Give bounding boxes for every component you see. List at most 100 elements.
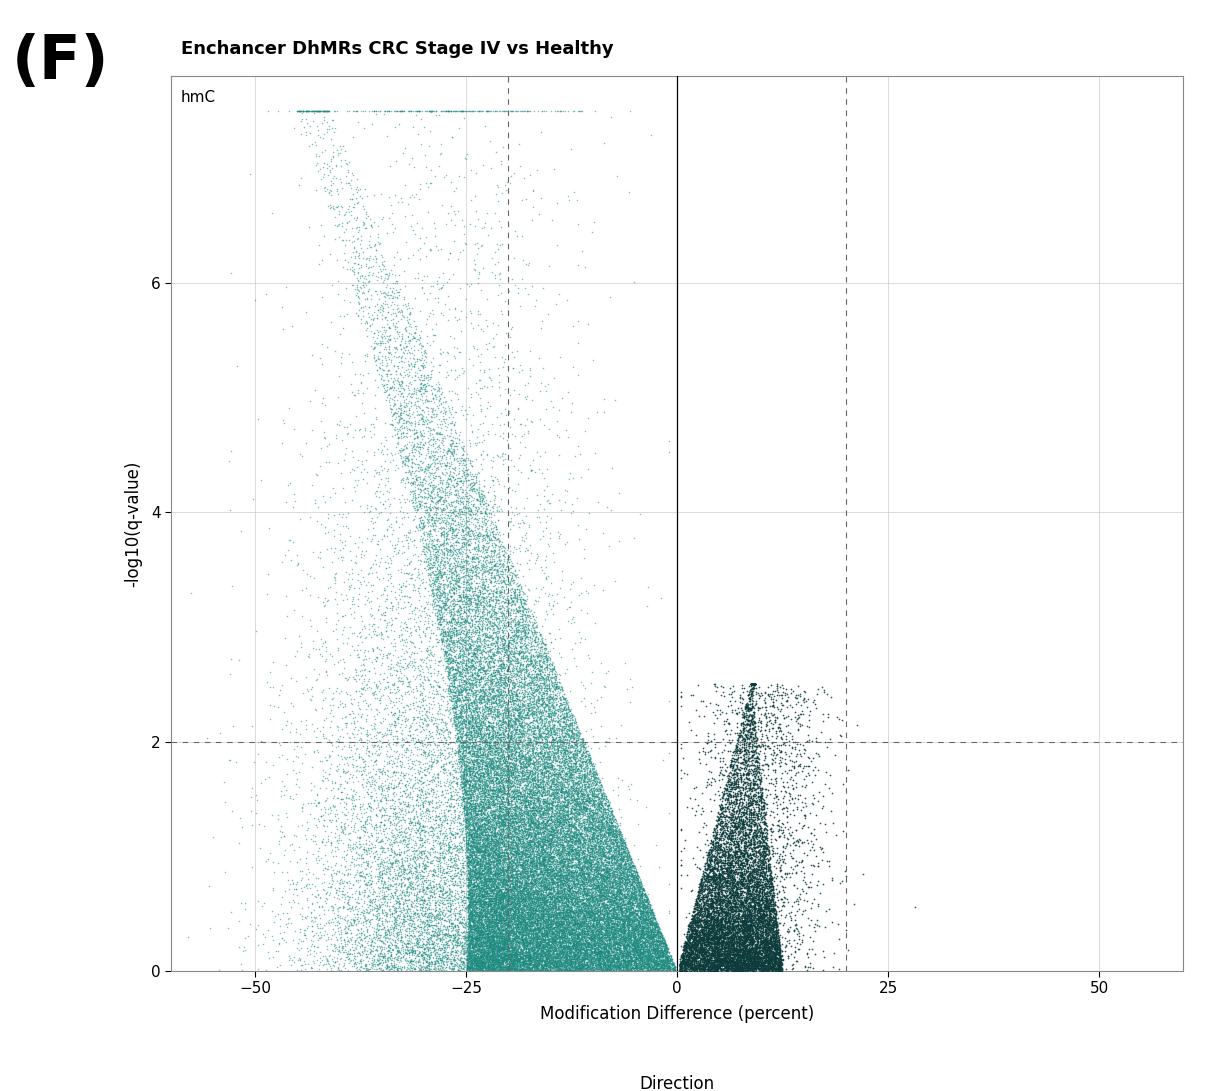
Point: [477, 759, 497, 777]
Point: [422, 723, 442, 741]
Point: [588, 933, 608, 950]
Point: [573, 882, 593, 899]
Point: [554, 839, 573, 856]
Point: [566, 892, 586, 910]
Point: [623, 937, 643, 955]
Point: [742, 795, 761, 813]
Point: [632, 891, 651, 909]
Point: [516, 899, 536, 916]
Point: [511, 616, 531, 634]
Point: [511, 679, 531, 696]
Point: [516, 925, 536, 943]
Point: [486, 753, 505, 770]
Point: [505, 861, 525, 878]
Point: [755, 698, 775, 716]
Point: [525, 768, 544, 786]
Point: [722, 823, 742, 840]
Point: [551, 961, 571, 979]
Point: [506, 958, 526, 975]
Point: [381, 960, 400, 978]
Point: [366, 784, 386, 802]
Point: [650, 925, 670, 943]
Point: [693, 949, 712, 967]
Point: [598, 910, 617, 927]
Point: [505, 587, 525, 604]
Point: [587, 926, 606, 944]
Point: [483, 947, 503, 964]
Point: [515, 514, 534, 531]
Point: [739, 864, 759, 882]
Point: [603, 955, 622, 972]
Point: [594, 816, 614, 834]
Point: [484, 266, 504, 284]
Point: [554, 735, 573, 753]
Point: [493, 758, 512, 776]
Point: [522, 894, 542, 911]
Point: [497, 902, 516, 920]
Point: [492, 764, 511, 781]
Point: [454, 652, 473, 670]
Point: [520, 908, 539, 925]
Point: [518, 868, 538, 886]
Point: [575, 850, 594, 867]
Point: [481, 909, 500, 926]
Point: [578, 788, 598, 805]
Point: [384, 834, 404, 851]
Point: [606, 959, 626, 976]
Point: [492, 667, 511, 684]
Point: [486, 856, 505, 874]
Point: [711, 813, 731, 830]
Point: [649, 935, 669, 952]
Point: [716, 903, 736, 921]
Point: [343, 935, 362, 952]
Point: [604, 885, 623, 902]
Point: [494, 745, 514, 763]
Point: [709, 887, 728, 904]
Point: [609, 951, 628, 969]
Point: [468, 886, 488, 903]
Point: [621, 918, 640, 935]
Point: [723, 879, 743, 897]
Point: [605, 832, 625, 850]
Point: [405, 473, 425, 491]
Point: [695, 891, 715, 909]
Point: [458, 561, 477, 578]
Point: [532, 808, 551, 826]
Point: [437, 509, 456, 527]
Point: [511, 811, 531, 828]
Point: [486, 843, 505, 861]
Point: [542, 807, 561, 825]
Point: [479, 914, 499, 932]
Point: [427, 571, 447, 588]
Point: [354, 573, 373, 590]
Point: [689, 928, 709, 946]
Point: [734, 961, 754, 979]
Point: [437, 565, 456, 583]
Point: [483, 684, 503, 702]
Point: [533, 694, 553, 711]
Point: [743, 675, 762, 693]
Point: [575, 754, 594, 771]
Point: [461, 722, 481, 740]
Point: [325, 925, 344, 943]
Point: [611, 916, 631, 934]
Point: [743, 709, 762, 727]
Point: [516, 874, 536, 891]
Point: [466, 675, 486, 693]
Point: [453, 538, 472, 555]
Point: [728, 885, 748, 902]
Point: [604, 949, 623, 967]
Point: [514, 957, 533, 974]
Point: [752, 864, 771, 882]
Point: [616, 896, 636, 913]
Point: [336, 918, 355, 935]
Point: [395, 777, 415, 794]
Point: [608, 888, 627, 906]
Point: [418, 507, 438, 525]
Point: [523, 866, 543, 884]
Point: [508, 952, 527, 970]
Point: [461, 922, 481, 939]
Point: [392, 886, 411, 903]
Point: [762, 948, 782, 966]
Point: [476, 774, 495, 791]
